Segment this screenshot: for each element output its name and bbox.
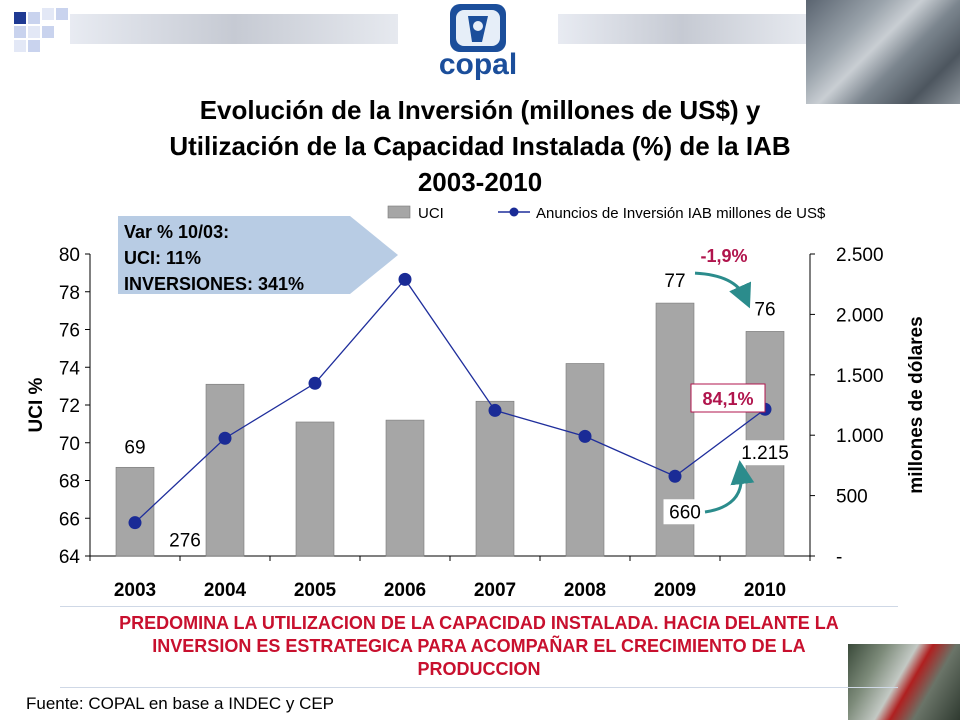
copal-logo: copal [428,2,528,86]
x-tick-label: 2003 [114,580,156,601]
x-tick-label: 2006 [384,580,426,601]
right-tick-label: 500 [836,487,868,508]
legend-marker-investment [509,207,519,217]
left-tick-label: 64 [59,547,81,568]
chart-title: Evolución de la Inversión (millones de U… [100,92,860,200]
header-gradient-bar-left [70,14,398,44]
data-label: 1.215 [741,443,789,464]
left-tick-label: 70 [59,434,80,455]
callout-line-3: INVERSIONES: 341% [124,274,305,294]
bar-uci [385,419,425,557]
right-tick-label: 2.500 [836,245,884,266]
data-label-background [663,499,707,525]
data-label: 76 [754,299,775,320]
right-tick-label: 2.000 [836,305,884,326]
factory-photo-top [806,0,960,104]
copal-logo-icon [450,4,506,52]
investment-marker [398,272,412,286]
right-tick-label: - [836,547,842,568]
left-tick-label: 72 [59,396,80,417]
annotation-box [690,383,766,413]
title-line-3: 2003-2010 [417,167,543,197]
factory-photo-bottom [848,644,960,720]
message-line-3: PRODUCCION [417,659,541,679]
left-tick-label: 74 [59,358,81,379]
message-line-1: PREDOMINA LA UTILIZACION DE LA CAPACIDAD… [119,613,839,633]
chart-svg: 64 66 68 70 72 74 76 78 80 - 500 1.000 1.500 2.000 2.5… [26,205,927,601]
legend-label-uci: UCI [418,205,444,222]
x-tick-label: 2009 [654,580,696,601]
bar-uci [475,400,515,557]
message-box [60,606,898,688]
left-tick-label: 76 [59,321,80,342]
chart-annotations: -1,9% 84,1% [690,246,766,514]
investment-marker [668,469,682,483]
investment-marker [218,431,232,445]
data-label: 660 [669,502,701,523]
conclusion-message: PREDOMINA LA UTILIZACION DE LA CAPACIDAD… [60,612,898,681]
bar-uci [115,466,155,557]
variation-callout: Var % 10/03: UCI: 11% INVERSIONES: 341% [124,219,304,297]
left-tick-label: 68 [59,472,80,493]
callout-line-1: Var % 10/03: [124,222,230,242]
investment-marker [578,429,592,443]
annotation-uci-change: -1,9% [700,246,747,266]
callout-line-2: UCI: 11% [124,248,202,268]
left-axis-title: UCI % [26,377,47,432]
bar-uci [205,383,245,557]
bar-uci [565,363,605,557]
left-tick-label: 78 [59,283,80,304]
title-line-1: Evolución de la Inversión (millones de U… [199,95,761,125]
left-tick-label: 66 [59,509,80,530]
source-note: Fuente: COPAL en base a INDEC y CEP [26,694,335,713]
legend-swatch-uci [387,205,411,219]
legend-label-investment: Anuncios de Inversión IAB millones de US… [536,205,826,222]
header-gradient-bar-right [558,14,806,44]
x-tick-label: 2004 [204,580,247,601]
right-axis-title: millones de dólares [906,316,927,493]
x-tick-label: 2008 [564,580,606,601]
callout-arrow-shape [118,216,398,294]
investment-marker [128,516,142,530]
investment-line [134,278,766,524]
x-tick-label: 2010 [744,580,786,601]
chart-legend: UCI Anuncios de Inversión IAB millones de… [387,205,826,222]
investment-marker [488,403,502,417]
right-tick-label: 1.500 [836,366,884,387]
arrow-investment [704,460,755,514]
title-line-2: Utilización de la Capacidad Instalada (%… [169,131,791,161]
logo-wordmark: copal [438,48,518,81]
data-label: 276 [169,531,201,552]
annotation-investment-change: 84,1% [702,389,753,409]
chart-axes: 64 66 68 70 72 74 76 78 80 - 500 1.000 1.500 2.000 2.5… [26,245,927,601]
investment-marker [308,376,322,390]
x-tick-label: 2005 [294,580,337,601]
message-line-2: INVERSION ES ESTRATEGICA PARA ACOMPAÑAR … [152,636,806,656]
data-label: 69 [124,437,145,458]
left-tick-label: 80 [59,245,80,266]
right-tick-label: 1.000 [836,426,884,447]
header-square-pattern [14,8,68,52]
data-labels: 69 276 77 76 660 1.215 [124,271,798,552]
data-label: 77 [664,271,685,292]
bar-uci [295,421,335,557]
x-tick-label: 2007 [474,580,516,601]
arrow-uci [694,271,752,309]
